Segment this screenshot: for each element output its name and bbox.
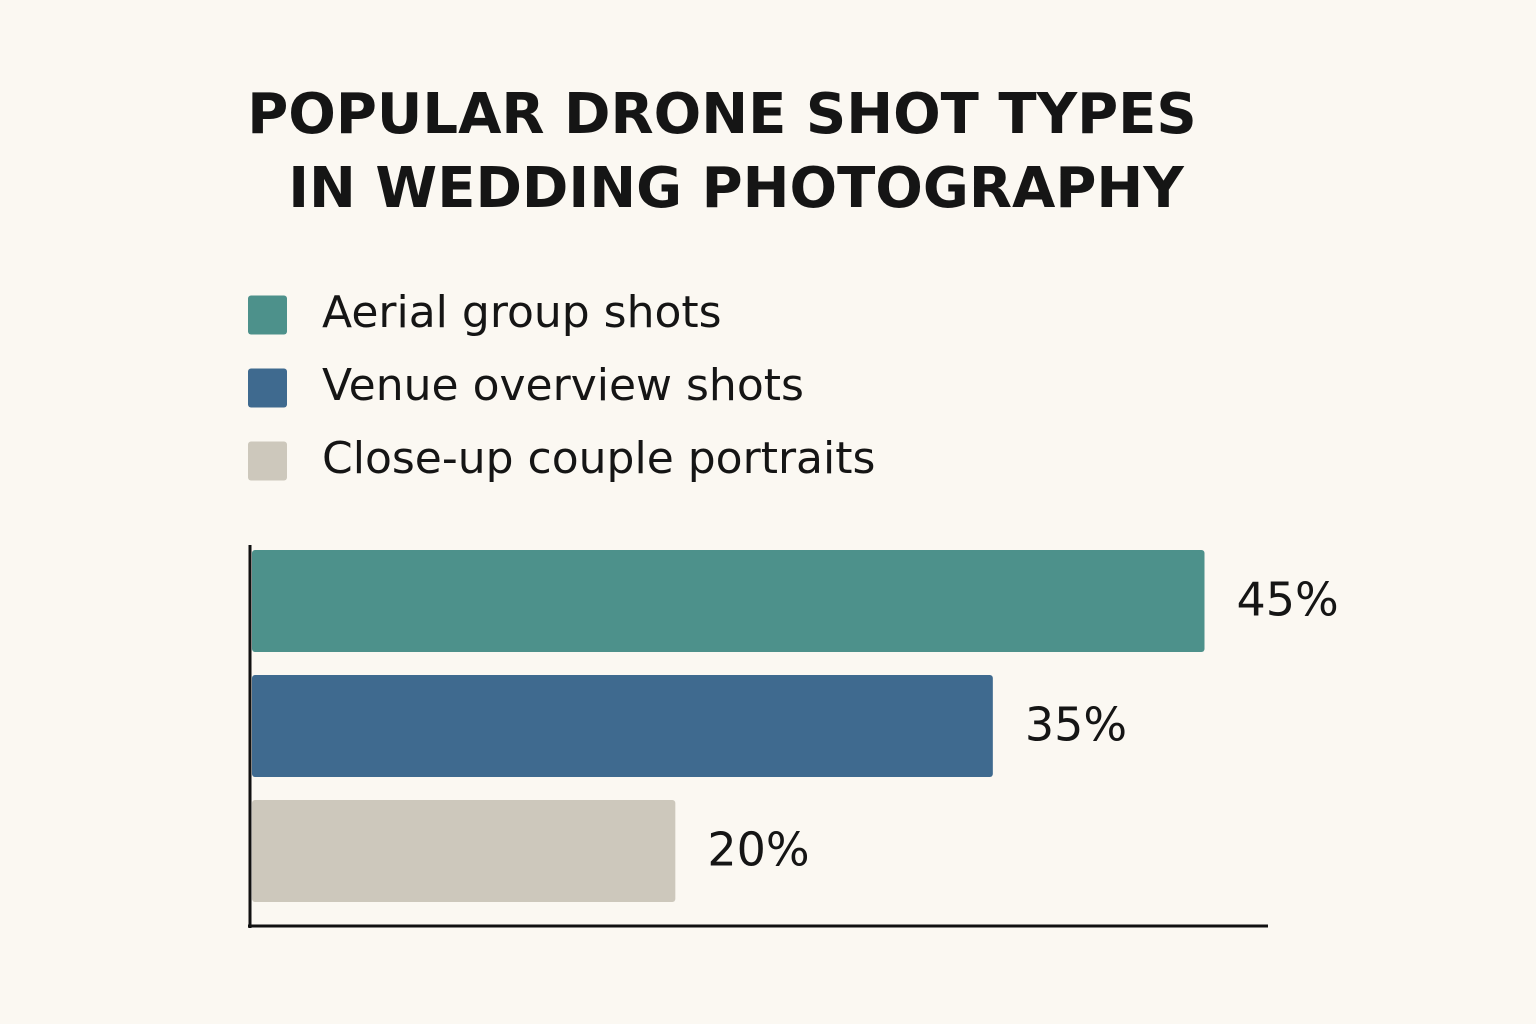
value-label: 35%	[1025, 698, 1127, 752]
bar	[252, 550, 1205, 652]
chart-title: POPULAR DRONE SHOT TYPES	[247, 82, 1197, 147]
value-label: 45%	[1237, 573, 1339, 627]
legend-swatch	[248, 441, 287, 481]
chart-title: IN WEDDING PHOTOGRAPHY	[288, 156, 1185, 221]
legend-label: Venue overview shots	[322, 360, 804, 411]
legend-label: Aerial group shots	[322, 287, 722, 338]
legend-label: Close-up couple portraits	[322, 433, 875, 484]
value-label: 20%	[707, 823, 809, 877]
legend-swatch	[248, 295, 287, 335]
bar	[252, 800, 676, 902]
legend-swatch	[248, 368, 287, 408]
bar	[252, 675, 993, 777]
